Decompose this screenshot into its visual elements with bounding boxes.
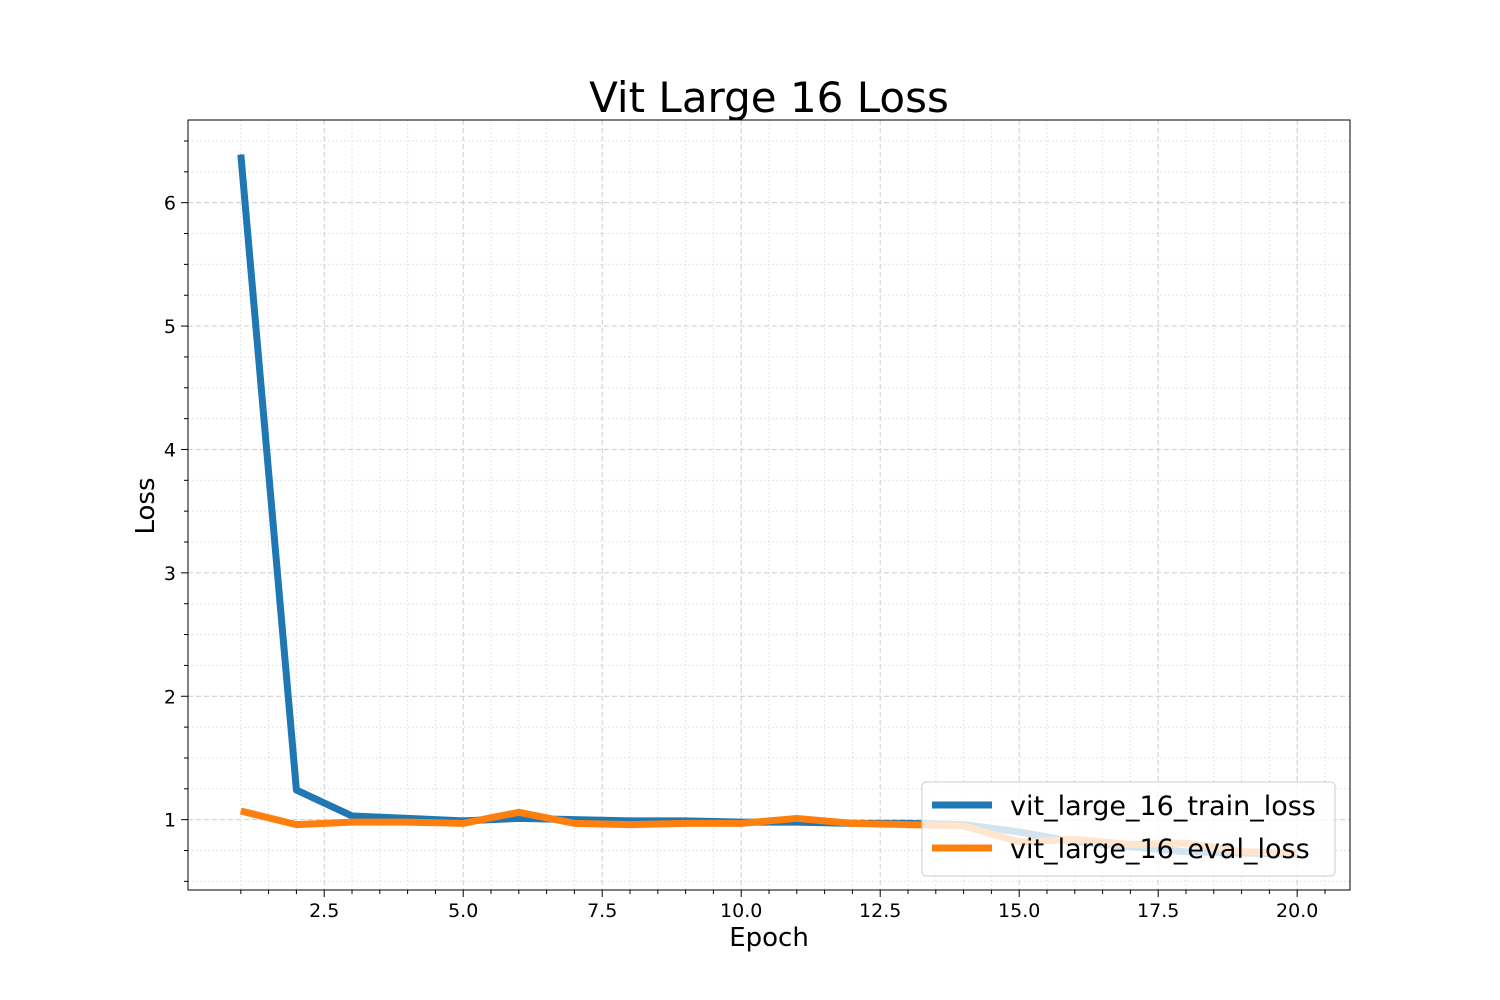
data-point-eval <box>851 822 853 824</box>
legend: vit_large_16_train_loss vit_large_16_eva… <box>921 781 1336 877</box>
data-point-eval <box>573 822 575 824</box>
legend-box <box>921 781 1336 877</box>
data-point-eval <box>796 817 798 819</box>
x-axis-label: Epoch <box>729 923 809 953</box>
y-axis-label: Loss <box>131 477 161 534</box>
data-point-eval <box>240 810 242 812</box>
x-tick-label: 10.0 <box>720 900 762 922</box>
x-tick-label: 17.5 <box>1137 900 1179 922</box>
legend-label-train: vit_large_16_train_loss <box>1010 791 1316 822</box>
x-tick-label: 15.0 <box>998 900 1040 922</box>
chart-title: Vit Large 16 Loss <box>589 73 949 122</box>
y-tick-label: 6 <box>164 193 176 215</box>
data-point-eval <box>351 821 353 823</box>
x-axis: 2.5 5.0 7.5 10.0 12.5 15.0 17.5 20.0 <box>240 890 1326 922</box>
data-point-eval <box>907 824 909 826</box>
y-tick-label: 3 <box>164 563 176 585</box>
legend-label-eval: vit_large_16_eval_loss <box>1010 834 1310 865</box>
x-tick-label: 20.0 <box>1276 900 1318 922</box>
x-tick-label: 12.5 <box>859 900 901 922</box>
data-point-eval <box>462 822 464 824</box>
y-tick-label: 5 <box>164 316 176 338</box>
y-tick-label: 2 <box>164 686 176 708</box>
x-tick-label: 2.5 <box>309 900 339 922</box>
data-point-train <box>240 154 242 156</box>
minor-grid <box>188 120 1350 890</box>
data-point-train <box>518 817 520 819</box>
data-point-eval <box>295 824 297 826</box>
data-point-train <box>351 815 353 817</box>
x-tick-label: 7.5 <box>587 900 617 922</box>
data-point-eval <box>629 824 631 826</box>
data-point-eval <box>407 821 409 823</box>
major-grid <box>188 120 1350 890</box>
data-point-eval <box>518 811 520 813</box>
y-tick-label: 4 <box>164 439 176 461</box>
y-axis: 1 2 3 4 5 6 <box>164 140 188 882</box>
data-point-eval <box>685 822 687 824</box>
x-tick-label: 5.0 <box>448 900 478 922</box>
data-point-train <box>295 789 297 791</box>
y-tick-label: 1 <box>164 810 176 832</box>
data-point-eval <box>740 822 742 824</box>
